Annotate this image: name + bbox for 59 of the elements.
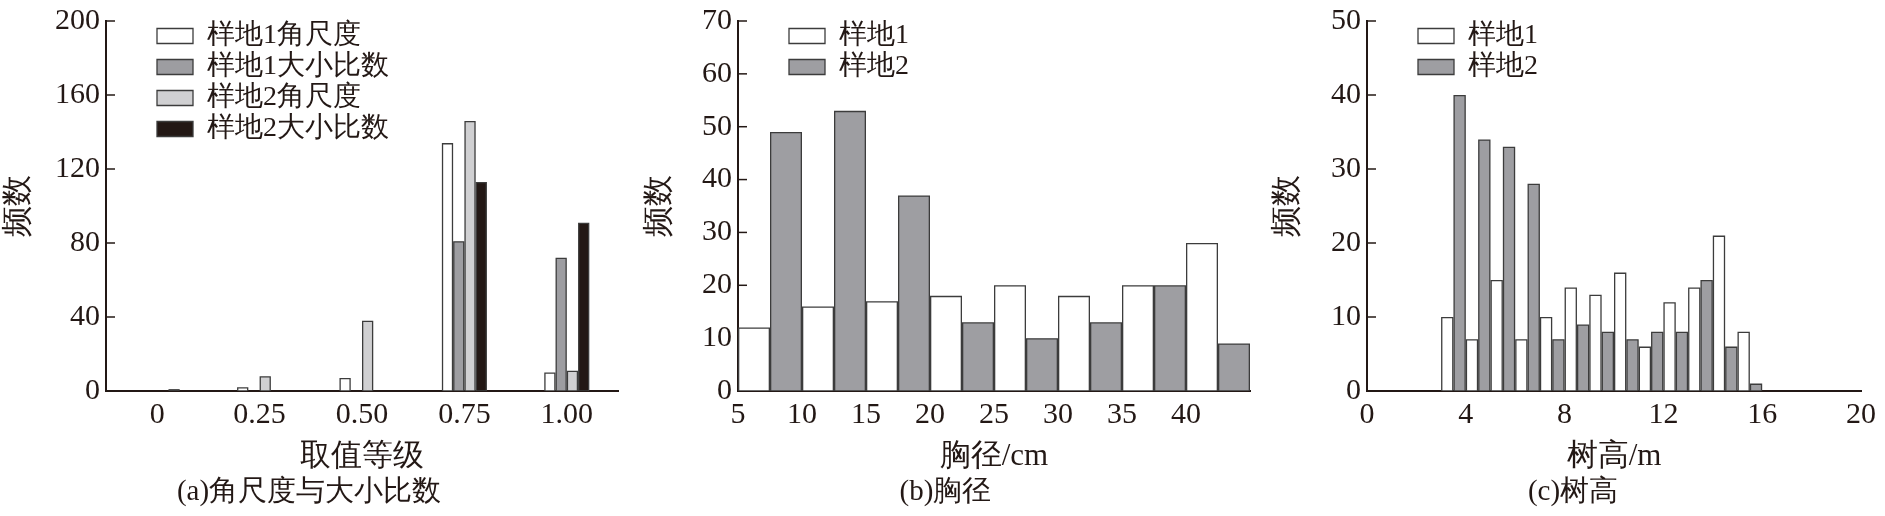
y-tick-label: 200 (55, 1, 100, 35)
x-tick-label: 15 (851, 395, 881, 429)
x-tick-label: 0.25 (233, 395, 286, 429)
y-tick-label: 70 (702, 1, 732, 35)
bar (237, 387, 249, 391)
x-tick-label: 0.75 (438, 395, 491, 429)
x-tick-label: 16 (1747, 395, 1778, 429)
y-axis-title: 频数 (0, 175, 34, 237)
y-tick-label: 10 (702, 319, 732, 353)
x-tick-label: 10 (787, 395, 817, 429)
y-tick-label: 40 (702, 160, 732, 194)
x-tick-label: 0 (149, 395, 165, 429)
text: (a)角尺度与大小比数 (176, 474, 442, 508)
legend-label: 样地1 (1468, 18, 1538, 50)
legend-label: 样地1大小比数 (207, 49, 389, 81)
y-tick-label: 20 (1331, 223, 1361, 257)
y-tick-label: 30 (702, 213, 732, 247)
y-axis-title: 频数 (639, 175, 675, 237)
x-tick-label: 4 (1458, 395, 1474, 429)
x-axis-title: 取值等级 (300, 436, 424, 472)
x-tick-label: 25 (979, 395, 1009, 429)
x-tick-label: 20 (1846, 395, 1876, 429)
x-tick-label: 12 (1648, 395, 1679, 429)
legend-label: 样地1角尺度 (207, 18, 361, 50)
text: (c)树高 (1527, 474, 1619, 508)
x-axis-title: 胸径/cm (939, 436, 1049, 472)
x-tick-label: 0.50 (335, 395, 389, 429)
bar (339, 378, 351, 391)
y-tick-label: 120 (55, 149, 100, 183)
x-tick-label: 1.00 (540, 395, 594, 429)
y-tick-label: 160 (55, 75, 100, 109)
y-tick-label: 50 (1331, 1, 1361, 35)
y-tick-label: 40 (1331, 75, 1361, 109)
bar (259, 376, 271, 391)
y-tick-label: 40 (70, 297, 100, 331)
y-tick-label: 0 (1346, 371, 1361, 405)
x-axis-title: 树高/m (1566, 436, 1662, 472)
x-tick-label: 8 (1557, 395, 1573, 429)
legend-label: 样地2大小比数 (207, 111, 389, 143)
y-tick-label: 0 (717, 371, 732, 405)
y-tick-label: 80 (70, 223, 100, 257)
y-tick-label: 0 (85, 371, 100, 405)
x-tick-label: 30 (1043, 395, 1073, 429)
legend-label: 样地2 (839, 49, 909, 81)
text: (b)胸径 (899, 474, 992, 508)
legend-label: 样地2 (1468, 49, 1538, 81)
y-tick-label: 20 (702, 266, 732, 300)
legend-label: 样地2角尺度 (207, 80, 361, 112)
x-tick-label: 20 (915, 395, 945, 429)
y-tick-label: 50 (702, 107, 732, 141)
bar (362, 320, 374, 391)
y-tick-label: 10 (1331, 297, 1361, 331)
y-tick-label: 60 (702, 54, 732, 88)
y-tick-label: 30 (1331, 149, 1361, 183)
y-axis-title: 频数 (1267, 175, 1303, 237)
x-tick-label: 5 (730, 395, 746, 429)
legend-label: 样地1 (839, 18, 909, 50)
x-tick-label: 40 (1171, 395, 1201, 429)
x-tick-label: 35 (1107, 395, 1137, 429)
